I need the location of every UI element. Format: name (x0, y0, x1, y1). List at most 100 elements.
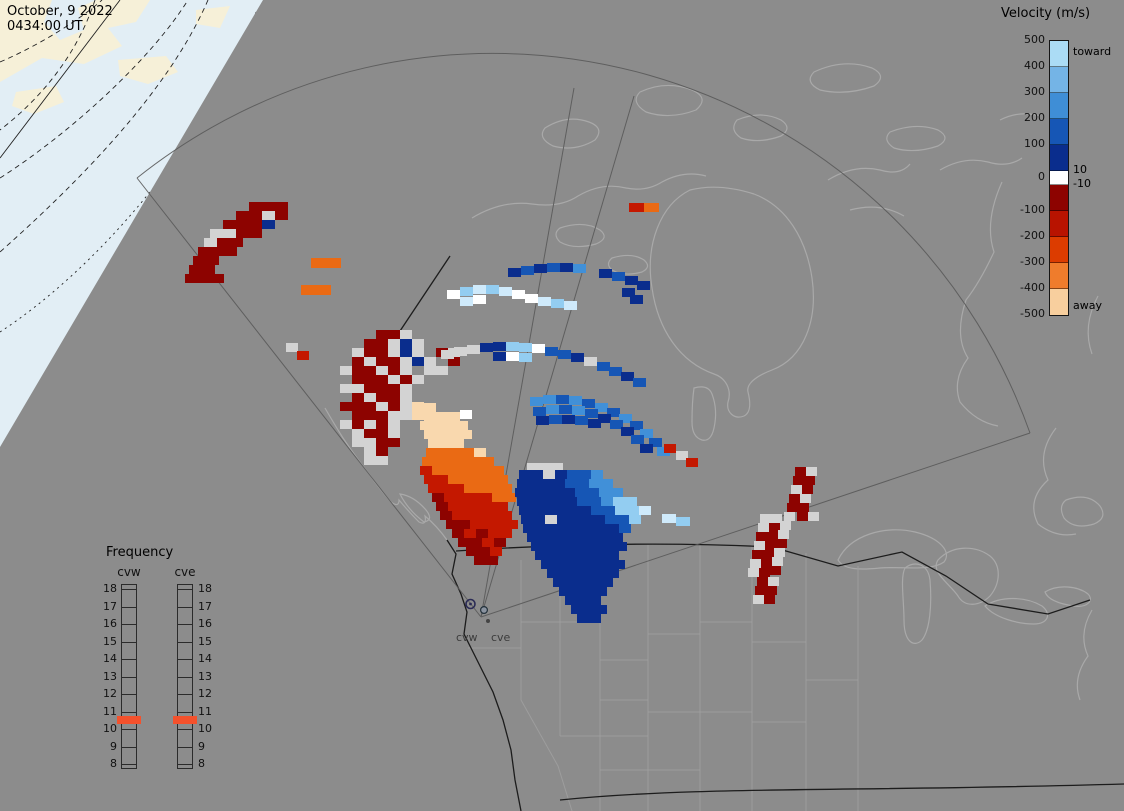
velocity-cell (559, 569, 571, 578)
velocity-cell (436, 366, 448, 375)
velocity-cell (400, 411, 412, 420)
velocity-cell (589, 596, 601, 605)
velocity-cell (472, 502, 484, 511)
velocity-cell (482, 520, 494, 529)
velocity-cell (460, 430, 472, 439)
velocity-cell (400, 339, 412, 348)
velocity-cell (770, 566, 781, 575)
velocity-cell (474, 448, 486, 457)
velocity-cell (797, 512, 808, 521)
velocity-cell (301, 285, 316, 295)
velocity-cell (500, 511, 512, 520)
velocity-cell (584, 357, 597, 366)
velocity-cell (512, 290, 525, 299)
radar-site-symbol-cve (480, 605, 489, 614)
velocity-cell (589, 614, 601, 623)
velocity-cell (771, 514, 782, 523)
velocity-cell (508, 268, 521, 277)
velocity-cell (567, 506, 579, 515)
velocity-cell (458, 520, 470, 529)
velocity-cell (758, 523, 769, 532)
velocity-cell (464, 511, 476, 520)
coastlines (324, 63, 1104, 701)
velocity-cell (780, 521, 791, 530)
velocity-cell (621, 372, 634, 381)
velocity-cell (376, 393, 388, 402)
velocity-cell (448, 475, 460, 484)
velocity-cell (506, 520, 518, 529)
velocity-cell (571, 353, 584, 362)
velocity-cell (388, 375, 400, 384)
velocity-cell (340, 384, 352, 393)
velocity-cell (364, 393, 376, 402)
velocity-cell (756, 532, 767, 541)
velocity-cell (400, 330, 412, 339)
velocity-cell (420, 421, 432, 430)
velocity-cell (553, 479, 565, 488)
velocity-cell (472, 475, 484, 484)
velocity-cell (470, 457, 482, 466)
velocity-cell (583, 551, 595, 560)
velocity-cell (388, 330, 400, 339)
velocity-cell (490, 547, 502, 556)
velocity-cell (549, 415, 562, 424)
velocity-cell (492, 466, 504, 475)
velocity-cell (376, 330, 388, 339)
velocity-cell (686, 458, 698, 467)
velocity-cell (352, 420, 364, 429)
velocity-cell (555, 470, 567, 479)
velocity-cell (434, 457, 446, 466)
velocity-cell (376, 438, 388, 447)
velocity-cell (619, 414, 632, 423)
velocity-cell (249, 229, 262, 238)
velocity-cell (567, 470, 579, 479)
velocity-cell (519, 506, 531, 515)
velocity-cell (534, 264, 547, 273)
velocity-cell (545, 347, 558, 356)
velocity-cell (551, 533, 563, 542)
velocity-cell (543, 542, 555, 551)
velocity-cell (611, 533, 623, 542)
velocity-cell (496, 475, 508, 484)
velocity-cell (364, 447, 376, 456)
velocity-cell (198, 274, 211, 283)
velocity-cell (622, 288, 635, 297)
velocity-cell (795, 467, 806, 476)
velocity-cell (589, 560, 601, 569)
velocity-cell (493, 342, 506, 351)
velocity-cell (563, 533, 575, 542)
velocity-cell (436, 430, 448, 439)
velocity-cell (480, 343, 493, 352)
velocity-cell (595, 569, 607, 578)
velocity-cell (364, 348, 376, 357)
radar-site-dot (486, 619, 490, 623)
velocity-cell (444, 466, 456, 475)
velocity-cell (595, 524, 607, 533)
velocity-cell (768, 577, 779, 586)
velocity-cell (760, 514, 771, 523)
velocity-cell (488, 529, 500, 538)
velocity-cell (458, 538, 470, 547)
velocity-cell (424, 412, 436, 421)
velocity-cell (766, 586, 777, 595)
velocity-cell (217, 238, 230, 247)
velocity-cell (493, 352, 506, 361)
velocity-cell (412, 375, 424, 384)
velocity-cell (468, 493, 480, 502)
velocity-cell (764, 595, 775, 604)
velocity-cell (444, 421, 456, 430)
velocity-cell (541, 479, 553, 488)
velocity-cell (450, 448, 462, 457)
velocity-cell (441, 350, 454, 359)
velocity-cell (204, 238, 217, 247)
radar-site-symbol-cvw-dot (469, 602, 472, 606)
velocity-cell (565, 596, 577, 605)
velocity-cell (456, 466, 468, 475)
velocity-cell (610, 420, 623, 429)
velocity-cell (352, 438, 364, 447)
velocity-cell (753, 595, 764, 604)
velocity-cell (412, 411, 424, 420)
velocity-cell (519, 470, 531, 479)
velocity-cell (617, 515, 629, 524)
